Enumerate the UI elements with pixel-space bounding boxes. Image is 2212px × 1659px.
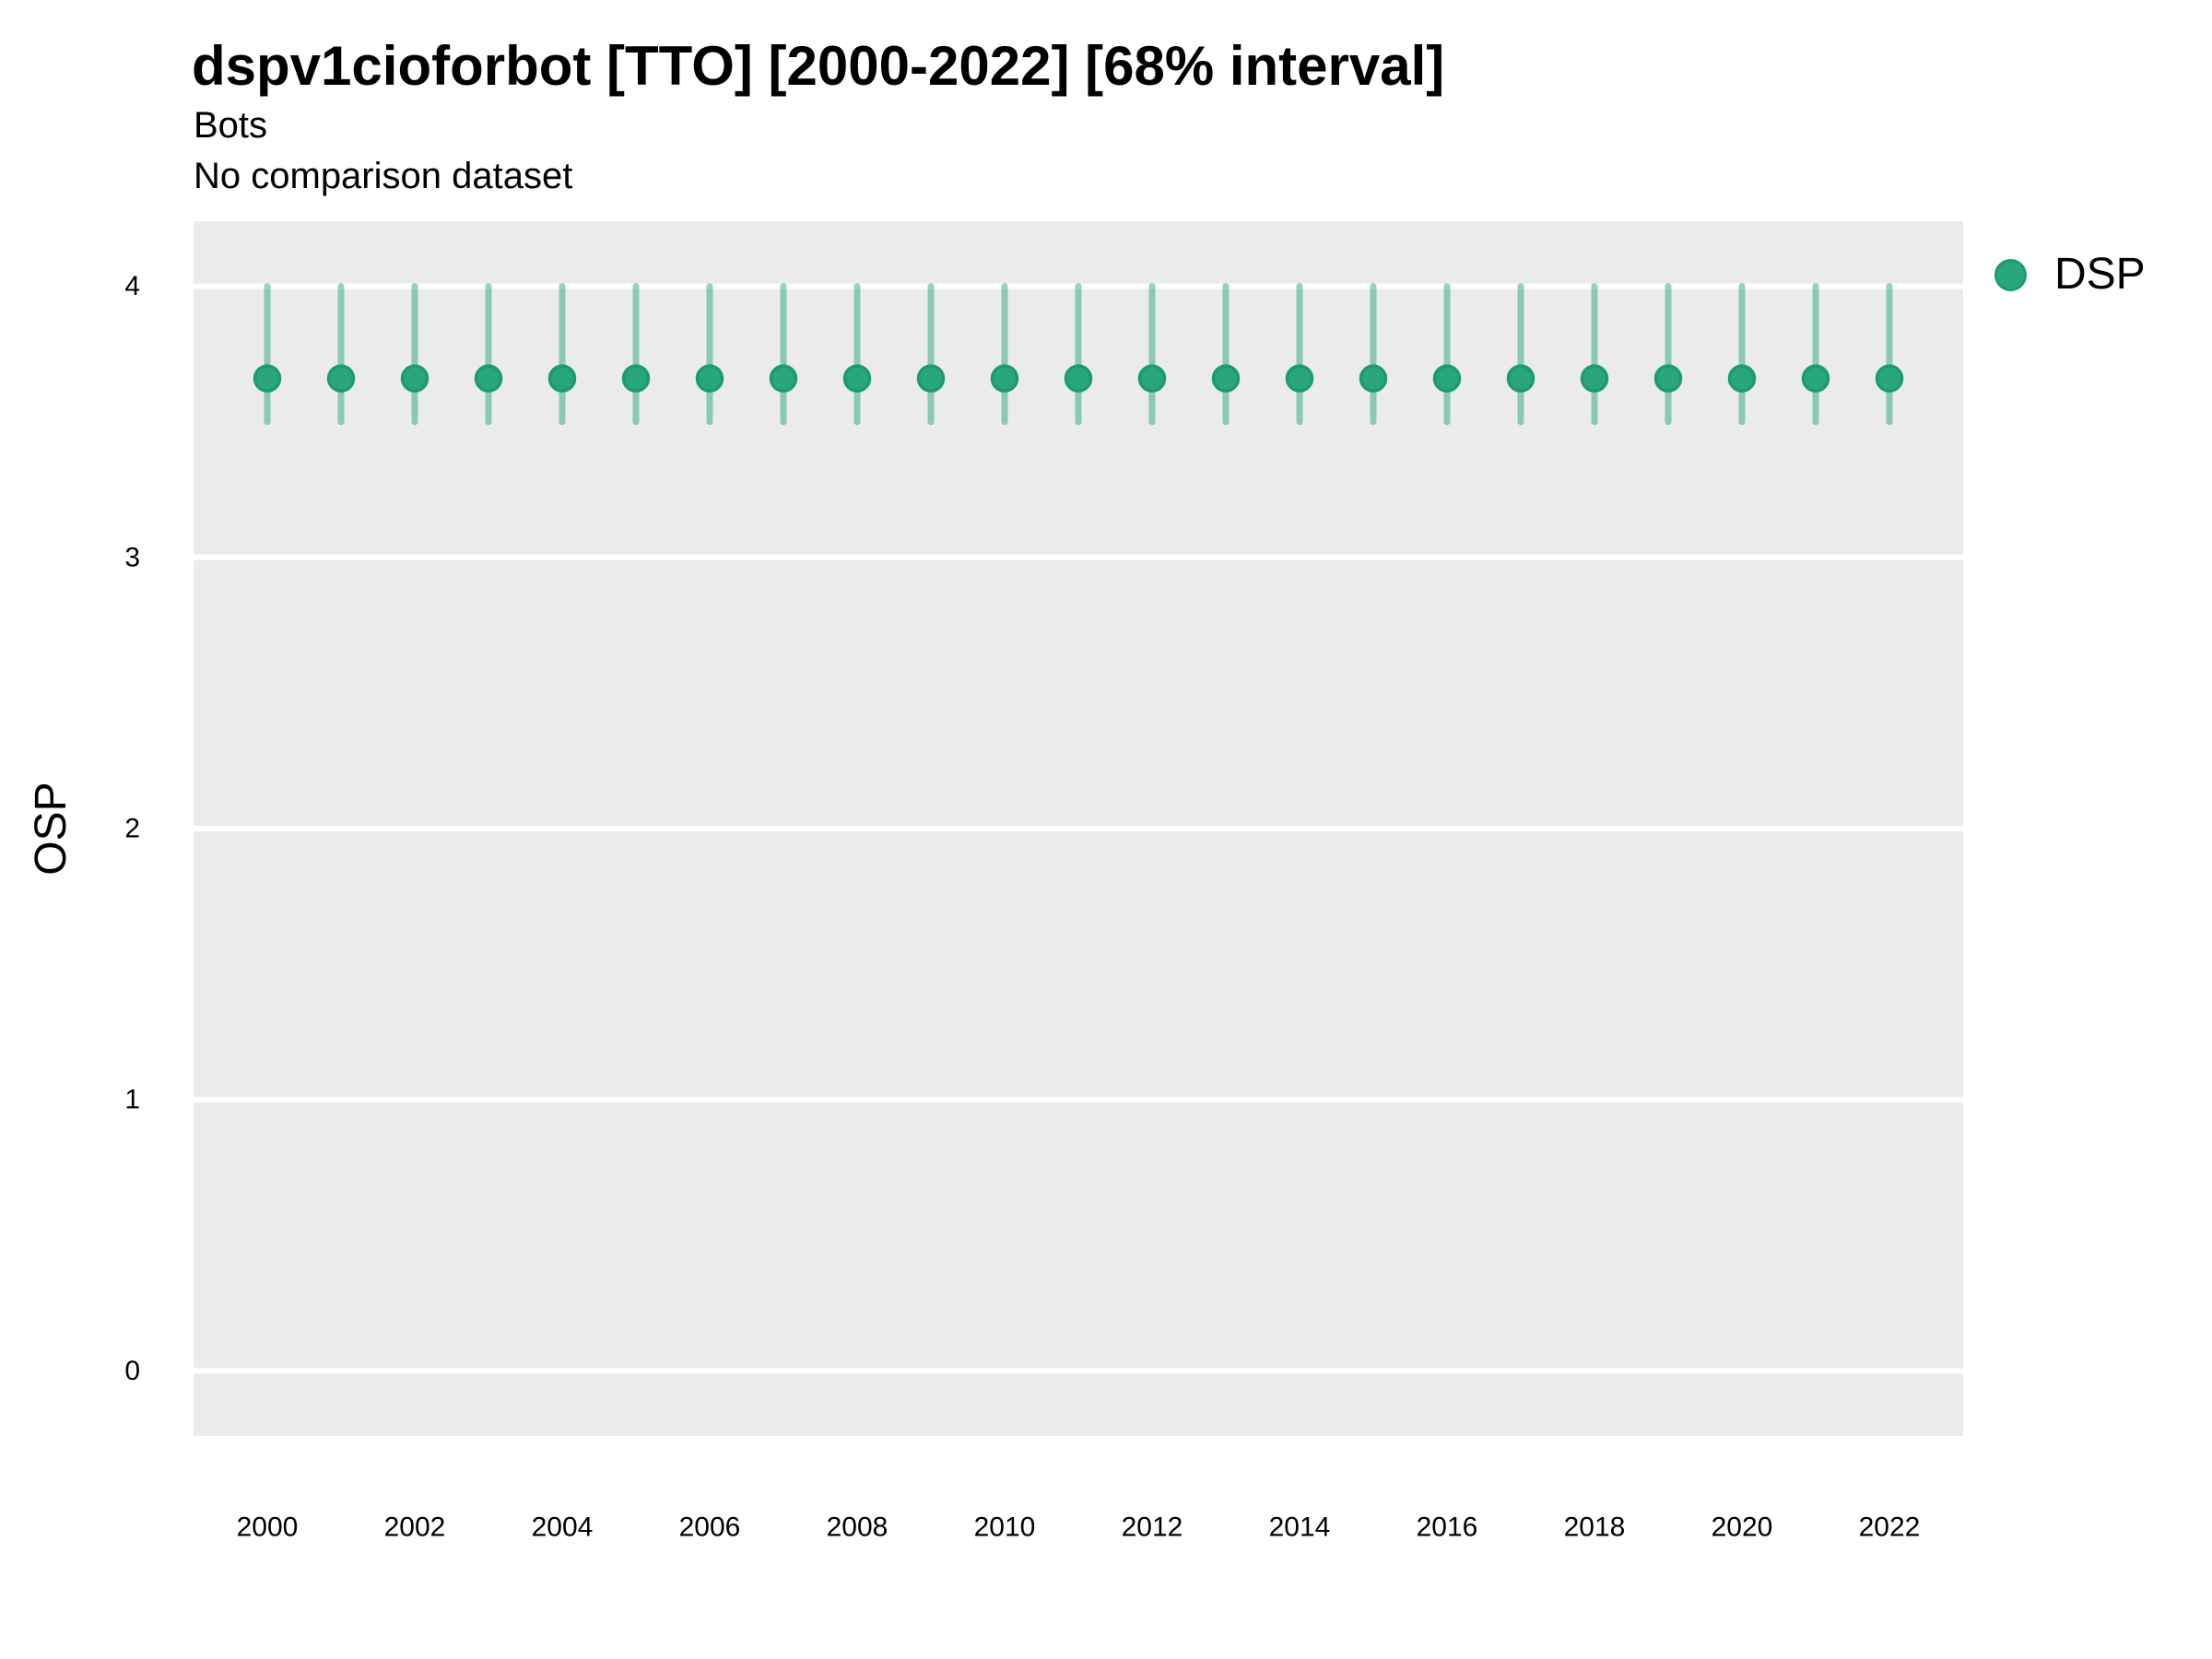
data-point-2001 [326,364,356,393]
data-point-2013 [1211,364,1241,393]
data-point-2014 [1285,364,1314,393]
x-tick-label-2020: 2020 [1712,1512,1773,1543]
y-tick-label-1: 1 [124,1085,140,1115]
data-point-2007 [769,364,798,393]
data-point-2003 [474,364,503,393]
x-tick-label-2012: 2012 [1122,1512,1183,1543]
data-point-2008 [842,364,872,393]
x-tick-label-2004: 2004 [532,1512,594,1543]
data-point-2021 [1801,364,1830,393]
data-point-2022 [1875,364,1904,393]
data-point-2000 [253,364,282,393]
chart-subtitle: Bots [194,105,268,146]
data-point-2006 [695,364,724,393]
data-point-2010 [990,364,1019,393]
x-tick-label-2010: 2010 [974,1512,1036,1543]
y-axis-title: OSP [27,782,76,876]
x-tick-label-2002: 2002 [384,1512,446,1543]
x-tick-label-2014: 2014 [1269,1512,1331,1543]
y-tick-label-3: 3 [124,542,140,572]
x-tick-label-2018: 2018 [1564,1512,1626,1543]
y-tick-label-2: 2 [124,814,140,844]
x-tick-label-2006: 2006 [679,1512,741,1543]
y-tick-label-4: 4 [124,271,140,301]
data-point-2016 [1432,364,1462,393]
data-point-2019 [1653,364,1683,393]
x-tick-label-2016: 2016 [1417,1512,1478,1543]
data-point-2004 [547,364,577,393]
data-point-2012 [1137,364,1167,393]
x-tick-label-2022: 2022 [1859,1512,1921,1543]
comparison-note: No comparison dataset [194,156,573,196]
data-point-2015 [1359,364,1388,393]
chart-title: dspv1cioforbot [TTO] [2000-2022] [68% in… [192,35,1445,97]
data-point-2018 [1580,364,1609,393]
legend: DSP [1994,253,2146,297]
data-point-2009 [916,364,946,393]
data-point-2002 [400,364,429,393]
y-tick-label-0: 0 [124,1356,140,1386]
data-point-2017 [1506,364,1535,393]
data-point-2005 [621,364,651,393]
x-tick-label-2008: 2008 [827,1512,888,1543]
x-tick-label-2000: 2000 [237,1512,299,1543]
legend-label: DSP [2054,250,2146,299]
legend-point-icon [1994,258,2027,291]
data-point-2020 [1727,364,1757,393]
data-point-2011 [1064,364,1093,393]
